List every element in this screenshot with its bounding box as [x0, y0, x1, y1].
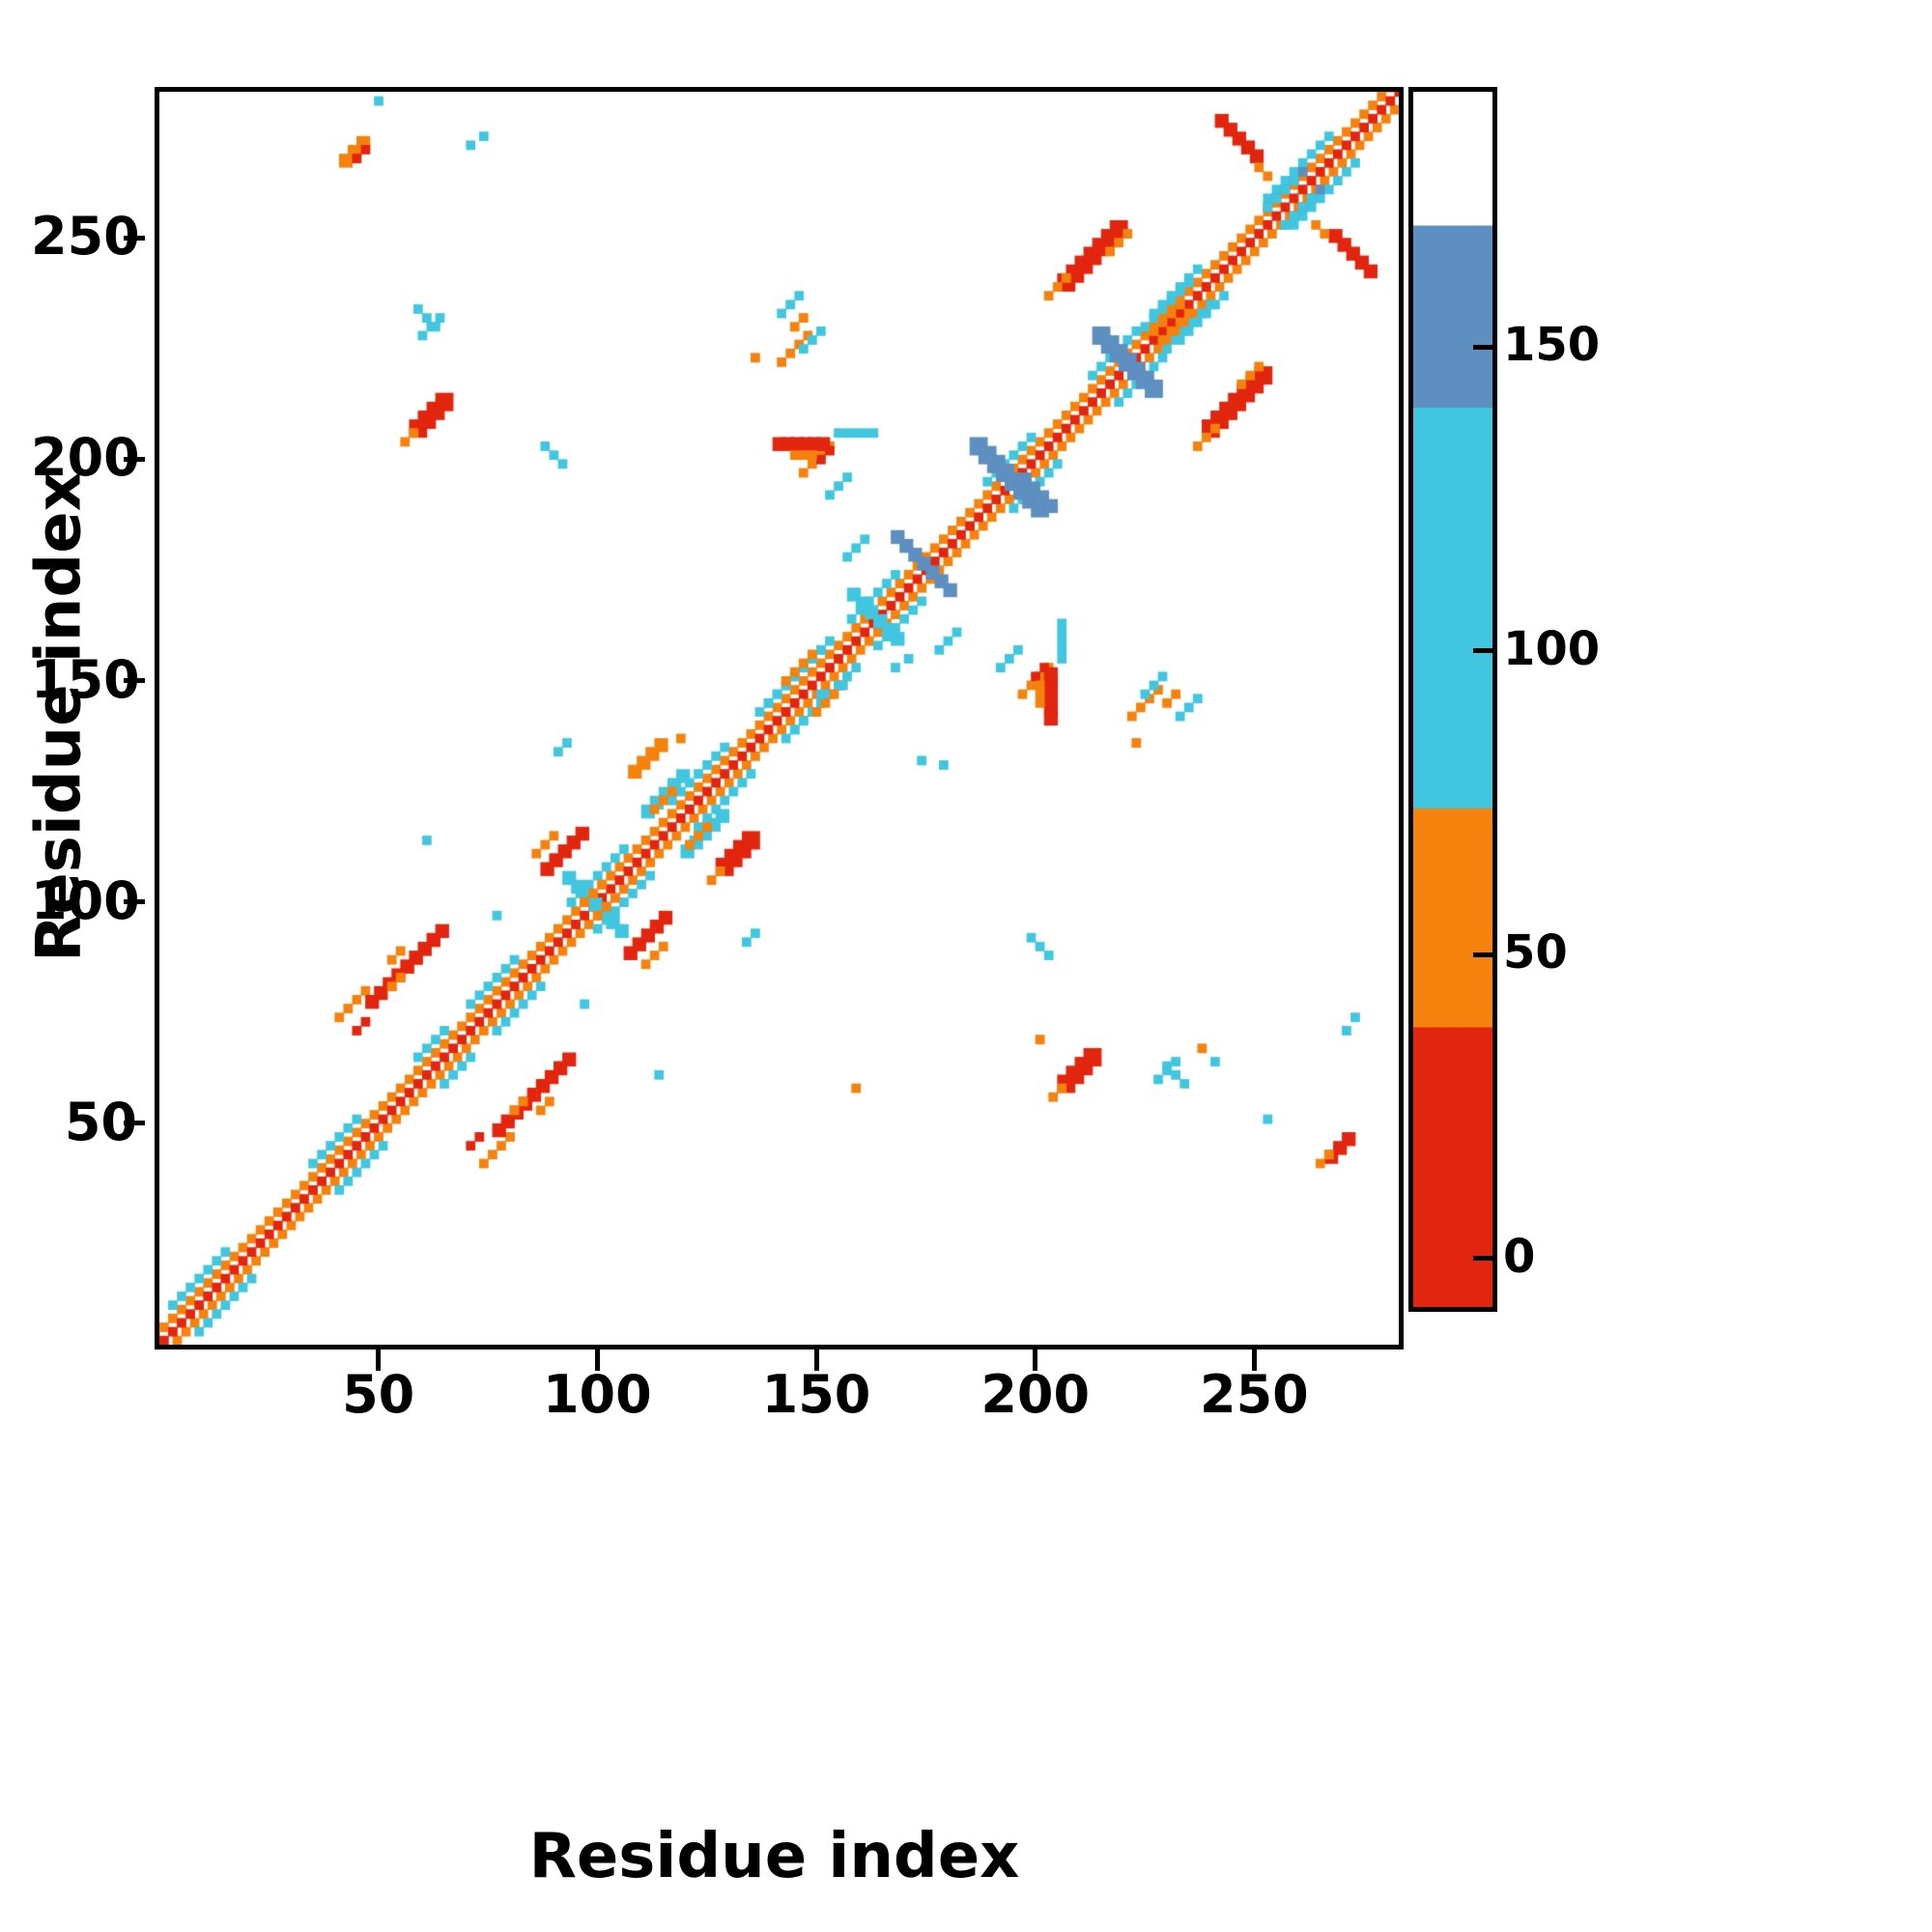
y-tick-label: 50 [64, 1091, 137, 1152]
colorbar-tick-mark [1473, 344, 1492, 350]
y-tick-mark [124, 456, 145, 462]
x-tick-label: 150 [761, 1364, 871, 1425]
plot-area [155, 87, 1404, 1350]
colorbar-tick-label: 150 [1503, 318, 1601, 373]
colorbar-tick-label: 0 [1503, 1229, 1536, 1284]
y-tick-label: 150 [31, 648, 140, 710]
y-tick-mark [124, 235, 145, 241]
y-tick-label: 250 [31, 206, 140, 268]
colorbar-tick-mark [1473, 648, 1492, 654]
y-tick-mark [124, 899, 145, 905]
x-tick-label: 250 [1200, 1364, 1309, 1425]
heatmap-canvas [159, 92, 1399, 1345]
x-tick-mark [1251, 1350, 1257, 1371]
x-tick-label: 50 [342, 1364, 415, 1425]
y-tick-mark [124, 678, 145, 684]
y-tick-mark [124, 1121, 145, 1126]
x-tick-mark [594, 1350, 600, 1371]
x-tick-mark [813, 1350, 819, 1371]
y-tick-label: 200 [31, 427, 140, 489]
x-tick-mark [1033, 1350, 1038, 1371]
x-tick-label: 100 [542, 1364, 652, 1425]
colorbar-tick-label: 50 [1503, 925, 1568, 980]
x-tick-mark [376, 1350, 382, 1371]
colorbar-tick-mark [1473, 952, 1492, 957]
colorbar-gradient [1413, 92, 1492, 1307]
x-axis-title: Residue index [528, 1821, 1020, 1892]
x-tick-label: 200 [980, 1364, 1091, 1425]
y-tick-label: 100 [31, 869, 140, 931]
colorbar-tick-mark [1473, 1256, 1492, 1262]
colorbar-tick-label: 100 [1503, 621, 1601, 676]
colorbar [1408, 87, 1497, 1312]
